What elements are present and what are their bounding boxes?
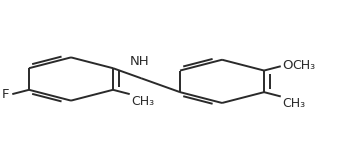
Text: F: F: [1, 88, 9, 101]
Text: NH: NH: [130, 55, 149, 68]
Text: O: O: [282, 59, 293, 72]
Text: CH₃: CH₃: [292, 59, 315, 72]
Text: CH₃: CH₃: [282, 97, 306, 110]
Text: CH₃: CH₃: [131, 95, 155, 108]
